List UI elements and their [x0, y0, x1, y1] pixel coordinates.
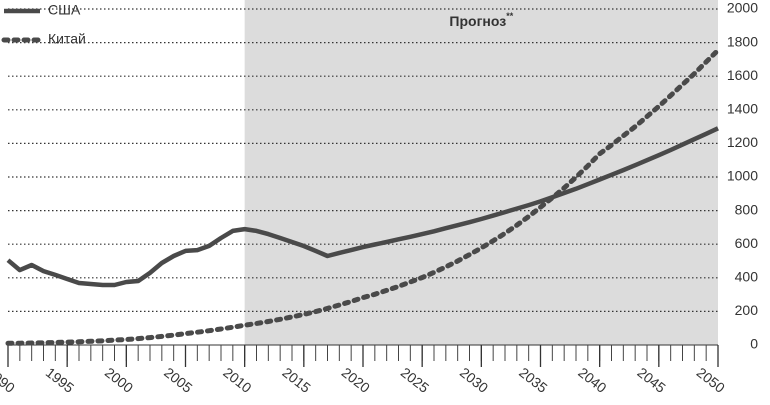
x-tick-label: 2020	[339, 364, 374, 396]
x-tick-label: 2025	[398, 364, 433, 396]
y-tick-label: 200	[735, 302, 759, 318]
x-tick-label: 2000	[102, 364, 137, 396]
x-tick-label: 2050	[694, 364, 729, 396]
x-tick-label: 2010	[220, 364, 255, 396]
y-tick-label: 0	[750, 336, 758, 352]
forecast-label: Прогноз**	[449, 11, 513, 28]
series-line	[6, 126, 719, 288]
series-line	[5, 47, 721, 346]
legend-label: Китай	[48, 31, 86, 47]
x-tick-label: 2040	[575, 364, 610, 396]
y-tick-label: 600	[735, 235, 759, 251]
y-tick-label: 400	[735, 269, 759, 285]
y-tick-label: 1400	[727, 101, 758, 117]
x-tick-label: 2005	[161, 364, 196, 396]
y-tick-label: 1200	[727, 134, 758, 150]
legend-label: США	[48, 2, 81, 18]
x-tick-label: 2035	[516, 364, 551, 396]
forecast-region	[244, 0, 718, 345]
x-tick-label: 1995	[43, 364, 78, 396]
x-tick-label: 2030	[457, 364, 492, 396]
forecast-footnote-mark: **	[506, 11, 514, 21]
y-tick-label: 1000	[727, 168, 758, 184]
y-tick-label: 1600	[727, 67, 758, 83]
x-tick-label: 2045	[634, 364, 669, 396]
x-tick-label: 2015	[279, 364, 314, 396]
forecast-text: Прогноз	[449, 13, 506, 29]
y-tick-label: 1800	[727, 33, 758, 49]
x-tick-label: 1990	[0, 364, 18, 396]
y-tick-label: 2000	[727, 0, 758, 16]
y-tick-label: 800	[735, 201, 759, 217]
